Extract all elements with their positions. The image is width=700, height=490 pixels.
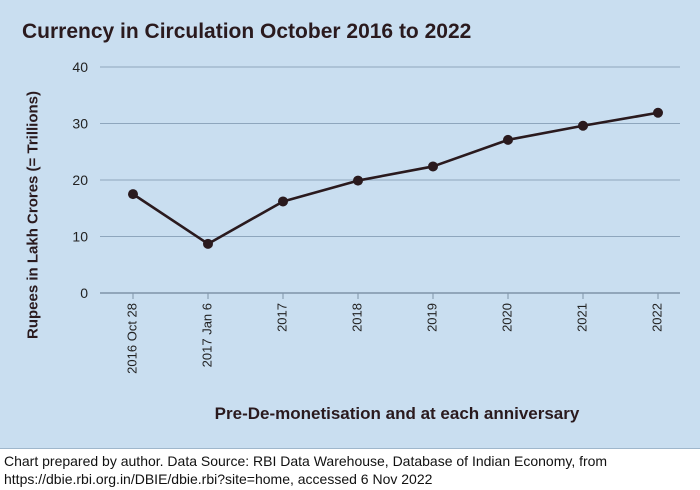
data-point (653, 107, 663, 118)
chart-area: Currency in Circulation October 2016 to … (22, 20, 680, 423)
line-chart: 0 10 20 30 40 2016 Oct 28 2017 Jan 6 2017 2018 20… (72, 59, 680, 374)
x-tick-label: 2022 (649, 303, 664, 332)
y-tick-label: 0 (80, 285, 88, 301)
chart-title: Currency in Circulation October 2016 to … (22, 20, 472, 43)
source-note-line-2: https://dbie.rbi.org.in/DBIE/dbie.rbi?si… (4, 471, 433, 487)
data-point (428, 161, 438, 172)
footer-divider (0, 448, 700, 449)
x-tick-label: 2017 (274, 303, 289, 332)
x-tick-label: 2021 (574, 303, 589, 332)
x-tick-label: 2018 (349, 303, 364, 332)
y-tick-label: 30 (72, 116, 88, 132)
data-point (503, 134, 513, 145)
x-axis-label: Pre-De-monetisation and at each annivers… (214, 404, 580, 423)
series-line (132, 111, 659, 246)
x-tick-label: 2016 Oct 28 (124, 303, 139, 374)
source-note-line-1: Chart prepared by author. Data Source: R… (4, 453, 608, 469)
y-tick-label: 20 (72, 172, 88, 188)
y-axis-label: Rupees in Lakh Crores (= Trillions) (24, 91, 42, 339)
source-footer: Chart prepared by author. Data Source: R… (0, 449, 700, 490)
data-point (278, 196, 288, 207)
data-point (203, 238, 213, 249)
y-tick-label: 10 (72, 229, 88, 245)
x-tick-label: 2019 (424, 303, 439, 332)
data-point (128, 189, 138, 200)
data-point (578, 120, 588, 131)
data-point (353, 175, 363, 186)
x-tick-label: 2020 (499, 303, 514, 332)
y-tick-label: 40 (72, 59, 88, 75)
x-tick-label: 2017 Jan 6 (199, 303, 214, 367)
